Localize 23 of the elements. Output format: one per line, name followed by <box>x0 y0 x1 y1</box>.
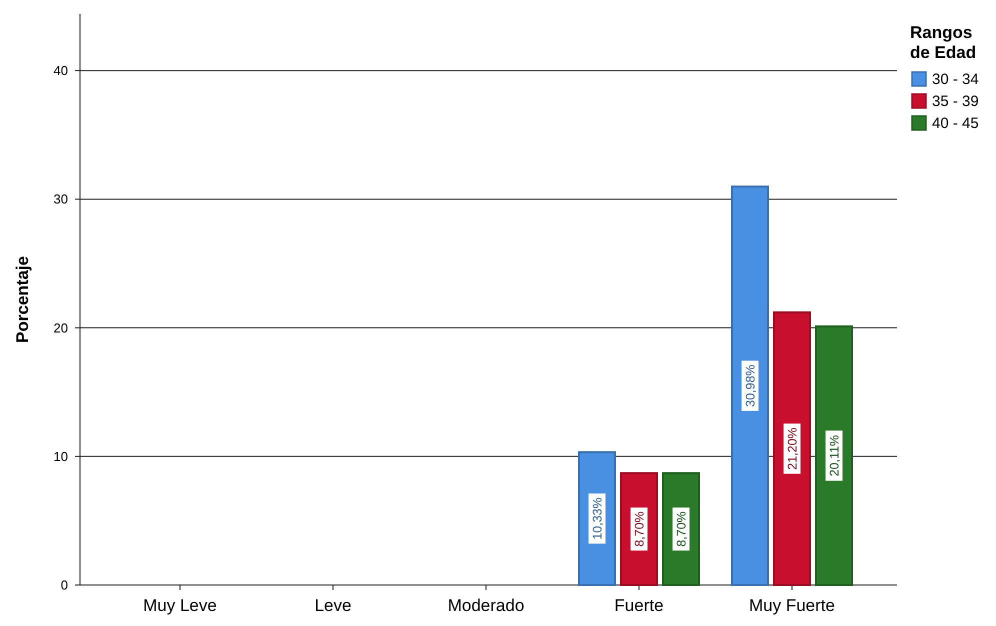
x-tick-label: Fuerte <box>614 596 664 615</box>
data-label: 8,70% <box>632 511 646 547</box>
y-tick-label: 30 <box>54 192 68 207</box>
legend-label: 40 - 45 <box>932 115 979 132</box>
y-tick-label: 40 <box>54 63 68 78</box>
y-tick-label: 0 <box>60 578 68 592</box>
x-tick-label: Muy Leve <box>143 596 217 615</box>
data-label: 8,70% <box>674 511 688 547</box>
y-tick-label: 10 <box>54 448 68 464</box>
x-tick-label: Moderado <box>448 596 524 615</box>
x-tick-label: Leve <box>314 596 352 615</box>
y-axis-title: Porcentaje <box>13 256 32 343</box>
data-label: 10,33% <box>590 497 604 540</box>
legend-label: 30 - 34 <box>932 71 979 88</box>
data-label: 21,20% <box>786 427 800 470</box>
data-label: 30,98% <box>744 364 758 407</box>
legend-label: 35 - 39 <box>932 93 979 110</box>
data-label: 20,11% <box>828 434 842 476</box>
legend-title: Rangos de Edad <box>910 23 976 62</box>
bar <box>731 186 769 586</box>
y-tick-label: 20 <box>54 320 68 336</box>
x-tick-label: Muy Fuerte <box>749 596 835 615</box>
bar <box>773 311 811 586</box>
